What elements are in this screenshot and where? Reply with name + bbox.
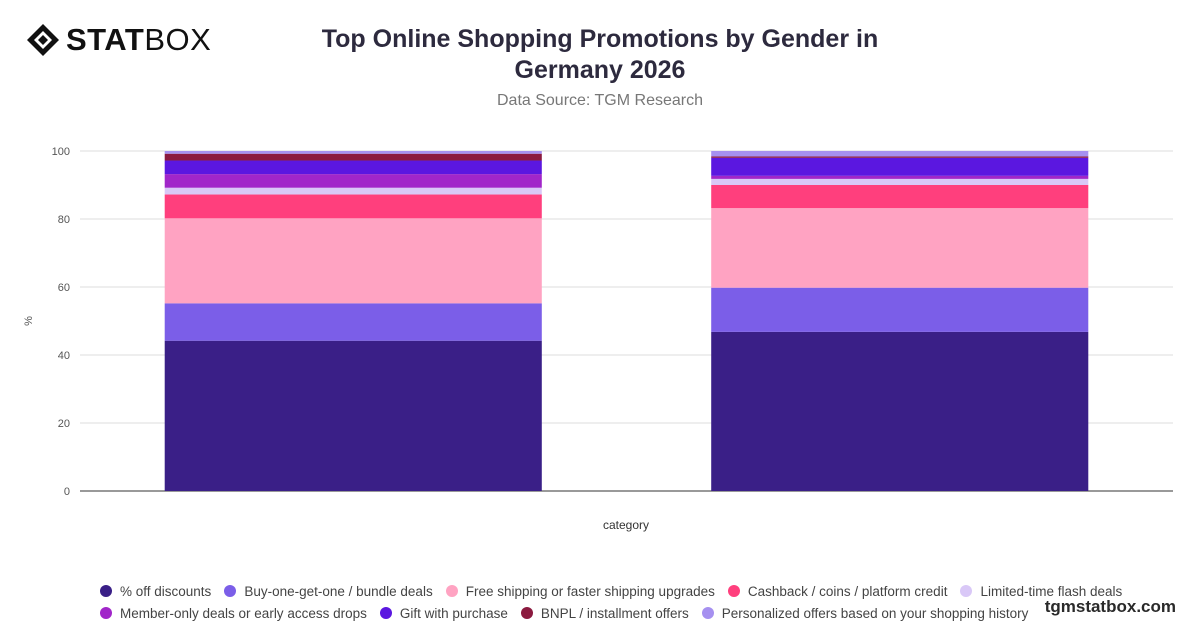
legend-color-dot (379, 607, 392, 619)
legend-item[interactable]: Limited-time flash deals (960, 584, 1122, 599)
legend-item[interactable]: Free shipping or faster shipping upgrade… (445, 583, 715, 599)
legend-color-dot (100, 607, 112, 619)
bar-segment (711, 185, 1089, 209)
legend-item[interactable]: Buy-one-get-one / bundle deals (224, 583, 433, 599)
legend-color-dot (100, 585, 112, 597)
legend-row: % off discounts Buy-one-get-one / bundle … (100, 580, 1122, 602)
bar-segment (164, 303, 542, 341)
bar-segment (711, 331, 1089, 491)
legend-item[interactable]: % off discounts (100, 584, 211, 599)
bar-segment (164, 340, 542, 491)
chart-title: Top Online Shopping Promotions by Gender… (300, 24, 900, 86)
legend-label: Personalized offers based on your shoppi… (721, 605, 1029, 621)
y-tick-label: 20 (58, 418, 70, 430)
legend-color-dot (727, 585, 740, 597)
y-tick-label: 0 (64, 486, 70, 498)
legend-color-dot (520, 607, 533, 619)
legend-label: Gift with purchase (399, 605, 508, 621)
legend-label: Free shipping or faster shipping upgrade… (465, 583, 715, 599)
legend-label: Cashback / coins / platform credit (747, 583, 948, 599)
legend-label: BNPL / installment offers (540, 605, 689, 621)
y-tick-label: 100 (52, 146, 70, 158)
legend-label: Limited-time flash deals (980, 583, 1123, 599)
legend-label: Member-only deals or early access drops (120, 605, 367, 621)
chart-title-line-1: Top Online Shopping Promotions by Gender… (321, 25, 879, 53)
bar-segment (164, 187, 542, 195)
bar-segment (711, 151, 1089, 157)
y-tick-label: 60 (58, 282, 70, 294)
logo-wordmark: STATBOX (66, 22, 212, 57)
legend-item[interactable]: Member-only deals or early access drops (100, 606, 367, 621)
chart-title-line-2: Germany 2026 (514, 56, 686, 84)
watermark: tgmstatbox.com (1044, 597, 1176, 616)
y-tick-label: 80 (58, 214, 70, 226)
bar-segment (711, 208, 1089, 288)
x-axis-label: category (603, 518, 649, 532)
bar-segment (711, 156, 1089, 158)
legend-color-dot (960, 585, 973, 597)
legend-row: Member-only deals or early access drops G… (100, 602, 1120, 624)
bar-segment (711, 175, 1089, 179)
legend-item[interactable]: Gift with purchase (379, 605, 508, 621)
bar-segment (164, 174, 542, 188)
chart-subtitle: Data Source: TGM Research (496, 92, 703, 109)
bar-segment (711, 157, 1089, 176)
legend-color-dot (224, 585, 237, 597)
legend-item[interactable]: BNPL / installment offers (520, 605, 689, 621)
chart-legend: % off discounts Buy-one-get-one / bundle … (100, 580, 1122, 624)
legend-item[interactable]: Personalized offers based on your shoppi… (701, 605, 1029, 621)
brand-logo: STATBOX (26, 22, 211, 58)
statbox-logo-icon (27, 24, 59, 56)
bar-segment (164, 218, 542, 304)
y-axis-label: % (23, 316, 35, 326)
legend-color-dot (701, 607, 714, 619)
bar-segment (164, 151, 542, 154)
legend-label: Buy-one-get-one / bundle deals (244, 583, 433, 599)
legend-label: % off discounts (120, 583, 212, 599)
bar-segment (711, 178, 1089, 185)
bar-segment (711, 287, 1089, 332)
y-tick-label: 40 (58, 350, 70, 362)
bar-segment (164, 194, 542, 219)
legend-color-dot (445, 585, 458, 597)
bar-segment (164, 153, 542, 161)
bar-segment (164, 160, 542, 175)
legend-item[interactable]: Cashback / coins / platform credit (727, 583, 948, 599)
